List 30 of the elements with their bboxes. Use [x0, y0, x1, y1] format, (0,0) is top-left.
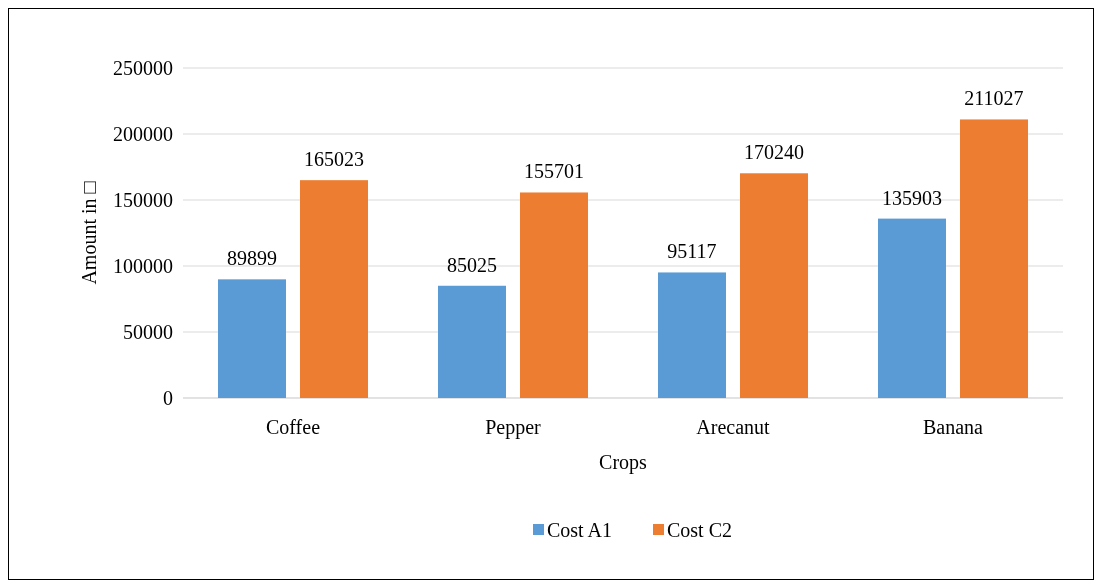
y-tick-label: 100000 — [113, 255, 173, 277]
legend-label: Cost A1 — [547, 519, 613, 541]
bar — [878, 218, 946, 398]
y-tick-label: 0 — [163, 387, 173, 409]
data-label: 170240 — [744, 141, 804, 164]
bar — [520, 192, 588, 398]
data-label: 89899 — [227, 247, 277, 270]
data-label: 135903 — [882, 186, 942, 209]
x-axis-title: Crops — [599, 451, 648, 474]
bar — [438, 285, 506, 398]
data-label: 211027 — [964, 87, 1024, 110]
data-label: 165023 — [304, 148, 364, 171]
legend-label: Cost C2 — [667, 519, 733, 541]
data-label: 155701 — [524, 160, 584, 183]
y-tick-label: 200000 — [113, 123, 173, 145]
x-tick-label: Coffee — [265, 416, 321, 438]
y-tick-label: 150000 — [113, 189, 173, 211]
bar — [658, 272, 726, 398]
bar — [300, 180, 368, 398]
y-tick-label: 250000 — [113, 57, 173, 79]
bar — [740, 173, 808, 398]
data-label: 85025 — [447, 253, 497, 276]
y-axis-title: Amount in □ — [78, 181, 100, 285]
bar — [960, 119, 1028, 398]
x-tick-label: Banana — [923, 416, 984, 438]
y-tick-label: 50000 — [123, 321, 173, 343]
x-tick-label: Arecanut — [696, 416, 771, 438]
x-tick-label: Pepper — [485, 416, 542, 439]
data-label: 95117 — [667, 240, 717, 263]
bar — [218, 279, 286, 398]
